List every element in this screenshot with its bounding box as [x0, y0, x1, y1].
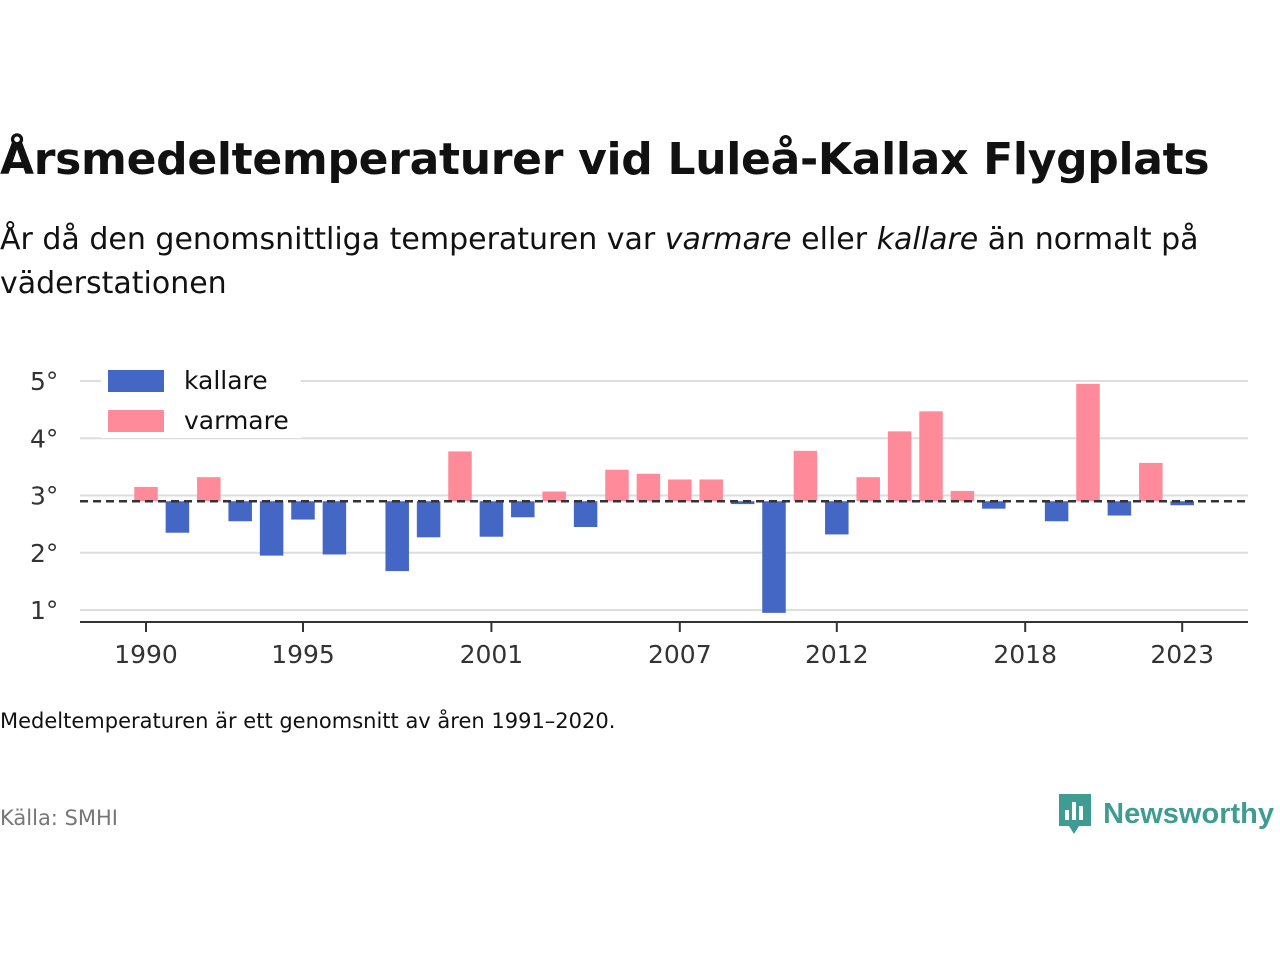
bar-kallare — [1107, 501, 1132, 516]
bar-kallare — [730, 501, 755, 505]
brand-name: Newsworthy — [1103, 797, 1274, 830]
bar-varmare — [542, 491, 566, 502]
bar-varmare — [134, 486, 158, 502]
y-tick-label: 4° — [30, 424, 58, 453]
x-tick-label: 1990 — [114, 640, 178, 669]
bar-kallare — [165, 501, 190, 533]
x-tick-label: 2001 — [460, 640, 524, 669]
newsworthy-logo-icon — [1059, 794, 1092, 834]
x-tick-label: 2023 — [1150, 640, 1214, 669]
bar-kallare — [228, 501, 252, 522]
x-tick-label: 2018 — [993, 640, 1057, 669]
bar-varmare — [950, 490, 975, 502]
y-tick-label: 2° — [30, 539, 58, 568]
source-label: Källa: SMHI — [0, 806, 118, 830]
bar-kallare — [825, 501, 849, 535]
x-tick-label: 2012 — [805, 640, 869, 669]
bar-kallare — [511, 501, 535, 518]
brand-logo[interactable]: Newsworthy — [1057, 790, 1274, 838]
bar-varmare — [793, 450, 818, 502]
bar-varmare — [1139, 462, 1163, 502]
bar-varmare — [919, 411, 943, 502]
bar-varmare — [605, 469, 629, 502]
legend-swatch-varmare — [108, 410, 164, 432]
bar-kallare — [416, 501, 441, 538]
bar-kallare — [762, 501, 786, 613]
temperature-bar-chart: 1°2°3°4°5° 1990 1995 2001 2007 2012 2018 2023 … — [30, 362, 1248, 669]
bar-kallare — [982, 501, 1006, 509]
legend-label-varmare: varmare — [184, 406, 289, 435]
y-tick-label: 3° — [30, 482, 58, 511]
bar-kallare — [1170, 501, 1194, 506]
subtitle-text-2: eller — [791, 222, 877, 257]
bar-kallare — [259, 501, 284, 556]
bar-kallare — [479, 501, 504, 537]
subtitle-text-3: än normalt på väderstationen — [0, 222, 1199, 301]
bar-kallare — [1044, 501, 1069, 522]
bar-varmare — [1076, 383, 1100, 502]
bar-varmare — [197, 477, 221, 502]
x-tick-label: 2007 — [648, 640, 712, 669]
chart-title: Årsmedeltemperaturer vid Luleå-Kallax Fl… — [0, 134, 1210, 185]
bar-varmare — [887, 431, 912, 502]
subtitle-warmer: varmare — [664, 222, 792, 257]
chart-note: Medeltemperaturen är ett genomsnitt av å… — [0, 709, 616, 733]
legend-swatch-kallare — [108, 370, 164, 392]
bar-varmare — [668, 479, 692, 502]
bar-kallare — [291, 501, 315, 520]
y-axis-labels: 1° 2° 3° 4° 5° — [30, 367, 58, 625]
y-tick-label: 5° — [30, 367, 58, 396]
chart-subtitle: År då den genomsnittliga temperaturen va… — [0, 218, 1260, 306]
subtitle-text-1: År då den genomsnittliga temperaturen va… — [0, 222, 665, 257]
subtitle-colder: kallare — [876, 222, 979, 257]
legend: kallare varmare — [101, 362, 301, 438]
bar-varmare — [699, 479, 723, 502]
bar-varmare — [636, 473, 661, 502]
bar-varmare — [448, 451, 472, 502]
legend-label-kallare: kallare — [184, 366, 268, 395]
bar-varmare — [856, 477, 880, 502]
x-tick-label: 1995 — [271, 640, 335, 669]
y-tick-label: 1° — [30, 596, 58, 625]
x-axis-ticks: 1990 1995 2001 2007 2012 2018 2023 — [114, 622, 1214, 669]
bar-kallare — [385, 501, 409, 572]
bar-kallare — [573, 501, 598, 527]
bar-kallare — [322, 501, 347, 555]
bars — [134, 383, 1194, 613]
